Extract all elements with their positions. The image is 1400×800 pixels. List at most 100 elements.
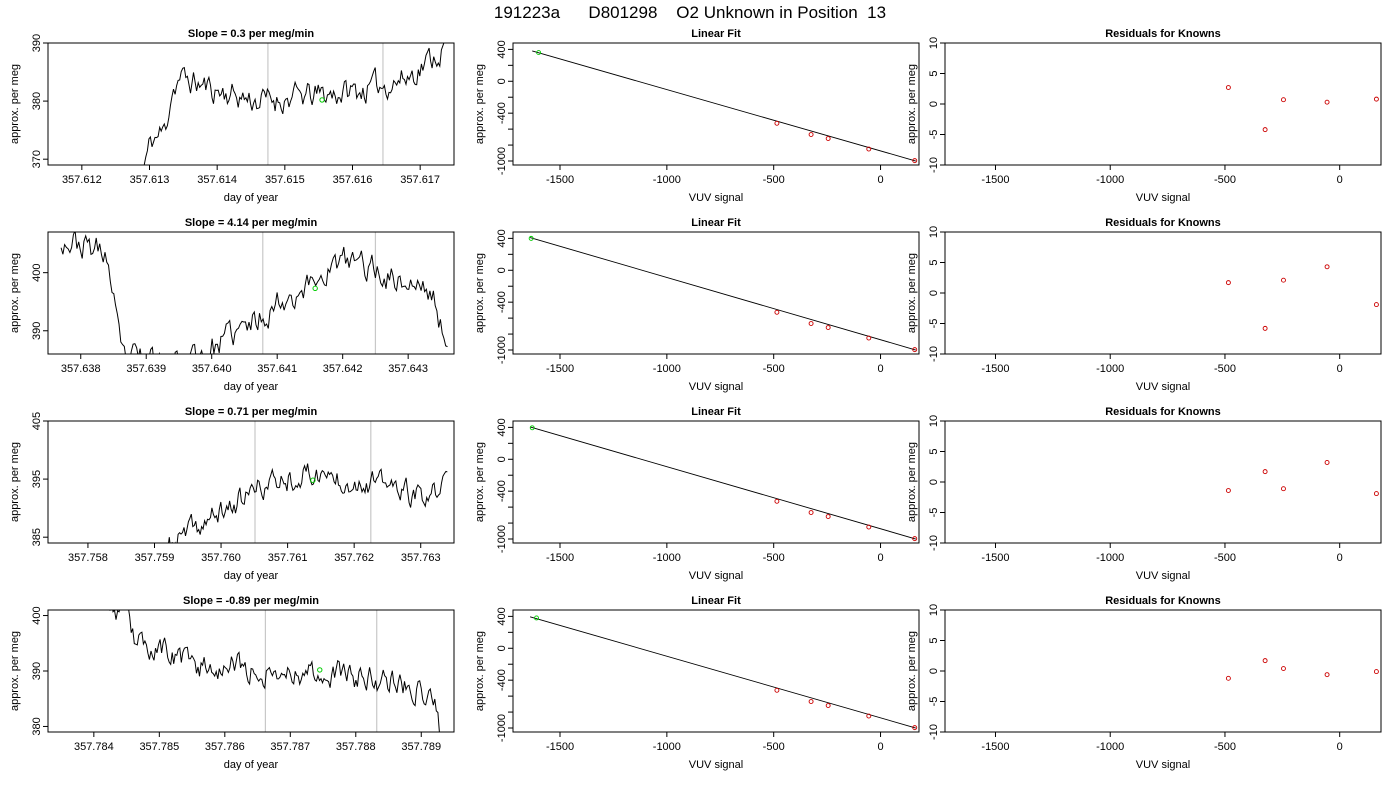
- y-axis-label: approx. per meg: [9, 253, 21, 333]
- x-tick-label: 0: [1337, 174, 1343, 186]
- known-point: [808, 699, 814, 704]
- y-tick-label: 0: [928, 101, 940, 107]
- residual-point: [1262, 469, 1268, 475]
- y-tick-label: 10: [928, 37, 940, 49]
- residual-point: [1373, 96, 1379, 102]
- x-axis-label: VUV signal: [1136, 192, 1190, 204]
- known-point: [866, 524, 872, 530]
- panel-title: Residuals for Knowns: [1105, 595, 1221, 607]
- x-tick-label: -500: [763, 741, 785, 753]
- panel-title: Slope = 0.3 per meg/min: [188, 28, 315, 40]
- unknown-point: [536, 50, 542, 56]
- x-axis-label: VUV signal: [1136, 570, 1190, 582]
- y-axis-label: approx. per meg: [474, 253, 486, 333]
- x-axis-label: VUV signal: [1136, 381, 1190, 393]
- panel-r3-c2: Residuals for Knowns -1500 -1000 -500 0 -10 -5…: [906, 595, 1382, 771]
- fit-line: [532, 50, 916, 162]
- plot-area: [528, 235, 918, 353]
- x-tick-label: 357.789: [401, 741, 441, 753]
- y-tick-label: 10: [928, 415, 940, 427]
- plot-area: [168, 421, 448, 543]
- series-trace: [109, 610, 440, 732]
- x-tick-label: -1500: [981, 552, 1009, 564]
- x-tick-label: 357.788: [336, 741, 376, 753]
- x-tick-label: 357.616: [333, 174, 373, 186]
- residual-point: [1324, 460, 1330, 465]
- panel-r2-c1: Linear Fit -1500 -1000 -500 0 -1000 -400 0 400 VU…: [474, 406, 920, 582]
- y-tick-label: 395: [31, 470, 43, 488]
- y-tick-label: 5: [928, 70, 940, 76]
- y-tick-label: 400: [496, 40, 508, 58]
- x-tick-label: 0: [1337, 552, 1343, 564]
- panel-r1-c0: Slope = 4.14 per meg/min 357.638 357.639 35…: [9, 217, 455, 393]
- known-point: [866, 146, 872, 152]
- current-point-marker: [310, 477, 316, 483]
- y-tick-label: -400: [496, 102, 508, 124]
- x-tick-label: 357.615: [265, 174, 305, 186]
- x-tick-label: -1000: [653, 174, 681, 186]
- residual-point: [1324, 99, 1330, 105]
- x-tick-label: -500: [1214, 363, 1236, 375]
- panel-title: Slope = 0.71 per meg/min: [185, 406, 318, 418]
- residual-point: [1225, 488, 1231, 493]
- residual-point: [1281, 97, 1286, 103]
- y-tick-label: -10: [928, 157, 940, 173]
- y-tick-label: -10: [928, 346, 940, 362]
- plot-frame: [944, 420, 1382, 544]
- panel-title: Residuals for Knowns: [1105, 217, 1221, 229]
- known-point: [825, 703, 831, 708]
- x-axis-label: day of year: [224, 192, 279, 204]
- y-tick-label: 380: [31, 92, 43, 110]
- x-tick-label: 357.760: [201, 552, 241, 564]
- x-tick-label: -1000: [653, 552, 681, 564]
- y-axis-label: approx. per meg: [474, 631, 486, 711]
- known-point: [774, 687, 780, 693]
- known-point: [912, 725, 918, 731]
- panel-title: Linear Fit: [691, 595, 741, 607]
- y-axis-label: approx. per meg: [9, 442, 21, 522]
- known-point: [808, 321, 814, 326]
- plot-frame: [512, 42, 920, 166]
- residual-point: [1262, 325, 1268, 331]
- known-point: [774, 498, 780, 504]
- y-tick-label: -1000: [496, 525, 508, 553]
- y-tick-label: -1000: [496, 336, 508, 364]
- y-axis-label: approx. per meg: [9, 64, 21, 144]
- unknown-point: [534, 615, 539, 621]
- known-point: [808, 132, 814, 137]
- x-tick-label: 357.641: [257, 363, 297, 375]
- x-axis-label: VUV signal: [689, 759, 743, 771]
- y-tick-label: -5: [928, 319, 940, 329]
- series-trace: [143, 43, 445, 165]
- y-tick-label: 385: [31, 528, 43, 546]
- x-tick-label: 0: [877, 552, 883, 564]
- y-tick-label: 5: [928, 448, 940, 454]
- panel-title: Slope = 4.14 per meg/min: [185, 217, 318, 229]
- known-point: [912, 158, 918, 164]
- plot-frame: [47, 42, 455, 166]
- panel-r3-c0: Slope = -0.89 per meg/min 357.784 357.785 3…: [9, 595, 455, 771]
- x-tick-label: 357.614: [197, 174, 237, 186]
- known-point: [774, 120, 780, 126]
- residual-point: [1373, 669, 1379, 675]
- x-tick-label: 357.758: [68, 552, 108, 564]
- x-tick-label: -1500: [546, 363, 574, 375]
- x-tick-label: -1500: [981, 174, 1009, 186]
- y-tick-label: -10: [928, 535, 940, 551]
- y-tick-label: 370: [31, 150, 43, 168]
- x-tick-label: 0: [877, 363, 883, 375]
- x-tick-label: 357.640: [192, 363, 232, 375]
- plot-frame: [512, 231, 920, 355]
- fit-line: [529, 426, 916, 540]
- residual-point: [1281, 277, 1286, 283]
- x-tick-label: -500: [1214, 741, 1236, 753]
- known-point: [866, 713, 872, 719]
- x-tick-label: 357.787: [270, 741, 310, 753]
- y-tick-label: 390: [31, 662, 43, 680]
- known-point: [825, 514, 831, 519]
- current-point-marker: [319, 97, 325, 103]
- x-tick-label: -1000: [653, 741, 681, 753]
- residual-point: [1373, 302, 1379, 308]
- x-tick-label: -500: [1214, 552, 1236, 564]
